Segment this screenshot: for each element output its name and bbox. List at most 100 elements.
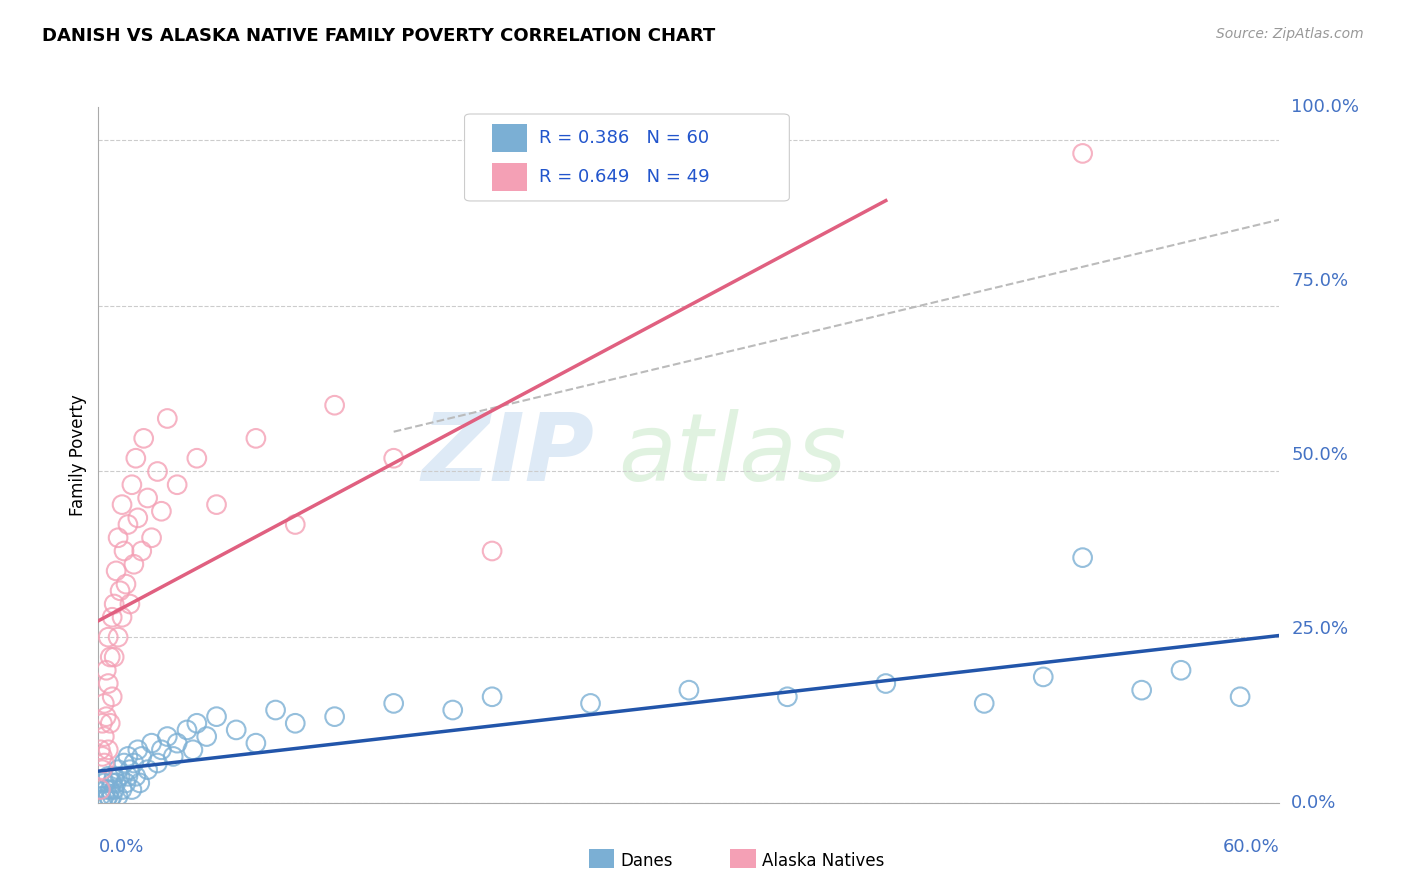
Point <box>115 577 138 591</box>
Point <box>89 789 111 804</box>
Text: 0.0%: 0.0% <box>1291 794 1337 812</box>
Text: 25.0%: 25.0% <box>1291 620 1348 638</box>
Point <box>441 703 464 717</box>
Point <box>150 504 173 518</box>
Point <box>141 531 163 545</box>
Point <box>121 477 143 491</box>
Point <box>136 763 159 777</box>
Point <box>103 782 125 797</box>
Point <box>131 544 153 558</box>
Point <box>176 723 198 737</box>
Point <box>101 690 124 704</box>
Point <box>284 716 307 731</box>
Point <box>107 531 129 545</box>
Text: atlas: atlas <box>619 409 846 500</box>
Point <box>1032 670 1054 684</box>
Text: 100.0%: 100.0% <box>1291 98 1360 116</box>
Point <box>105 564 128 578</box>
Point <box>89 782 111 797</box>
Text: ZIP: ZIP <box>422 409 595 501</box>
Text: R = 0.649   N = 49: R = 0.649 N = 49 <box>538 168 710 186</box>
Point <box>112 756 135 770</box>
Point <box>186 716 208 731</box>
Point <box>98 792 121 806</box>
Point <box>150 743 173 757</box>
Point <box>97 676 120 690</box>
Point <box>117 749 139 764</box>
Point <box>93 776 115 790</box>
Point <box>205 709 228 723</box>
Point <box>112 544 135 558</box>
Text: Source: ZipAtlas.com: Source: ZipAtlas.com <box>1216 27 1364 41</box>
Point <box>225 723 247 737</box>
Point <box>481 690 503 704</box>
Point <box>166 477 188 491</box>
Text: 0.0%: 0.0% <box>98 838 143 855</box>
Point <box>107 763 129 777</box>
Text: 75.0%: 75.0% <box>1291 272 1348 290</box>
Point <box>101 789 124 804</box>
Point <box>118 763 141 777</box>
Point <box>101 610 124 624</box>
Point <box>127 743 149 757</box>
Text: DANISH VS ALASKA NATIVE FAMILY POVERTY CORRELATION CHART: DANISH VS ALASKA NATIVE FAMILY POVERTY C… <box>42 27 716 45</box>
Point <box>111 782 134 797</box>
Text: R = 0.386   N = 60: R = 0.386 N = 60 <box>538 129 709 147</box>
Point <box>97 769 120 783</box>
Point <box>973 697 995 711</box>
Point <box>97 789 120 804</box>
Point <box>111 498 134 512</box>
Point <box>122 558 145 572</box>
Point <box>101 776 124 790</box>
Point <box>122 756 145 770</box>
Point <box>125 769 148 783</box>
Point <box>96 709 118 723</box>
Point <box>186 451 208 466</box>
Point <box>115 776 138 790</box>
Point <box>205 498 228 512</box>
Point <box>108 769 131 783</box>
Text: 60.0%: 60.0% <box>1223 838 1279 855</box>
Point <box>98 782 121 797</box>
FancyBboxPatch shape <box>730 849 756 868</box>
Point <box>93 730 115 744</box>
FancyBboxPatch shape <box>492 124 527 153</box>
Point <box>245 736 267 750</box>
FancyBboxPatch shape <box>492 162 527 191</box>
Point <box>93 789 115 804</box>
Point <box>131 749 153 764</box>
Y-axis label: Family Poverty: Family Poverty <box>69 394 87 516</box>
Point <box>132 431 155 445</box>
Point <box>128 776 150 790</box>
Point <box>93 697 115 711</box>
Point <box>156 730 179 744</box>
Point <box>117 517 139 532</box>
Point <box>98 716 121 731</box>
Text: Alaska Natives: Alaska Natives <box>762 852 884 870</box>
Point <box>108 583 131 598</box>
Point <box>1071 550 1094 565</box>
Point <box>127 511 149 525</box>
Point <box>89 743 111 757</box>
Point <box>118 597 141 611</box>
Point <box>107 789 129 804</box>
Point <box>121 782 143 797</box>
Point <box>103 597 125 611</box>
Point <box>245 431 267 445</box>
Point <box>579 697 602 711</box>
Point <box>98 650 121 665</box>
Point <box>146 756 169 770</box>
Point <box>136 491 159 505</box>
Point <box>875 676 897 690</box>
FancyBboxPatch shape <box>589 849 614 868</box>
Point <box>97 743 120 757</box>
FancyBboxPatch shape <box>464 114 789 201</box>
Point <box>166 736 188 750</box>
Point <box>776 690 799 704</box>
Point <box>382 697 405 711</box>
Point <box>91 763 114 777</box>
Point <box>91 749 114 764</box>
Point <box>264 703 287 717</box>
Point <box>111 610 134 624</box>
Point <box>141 736 163 750</box>
